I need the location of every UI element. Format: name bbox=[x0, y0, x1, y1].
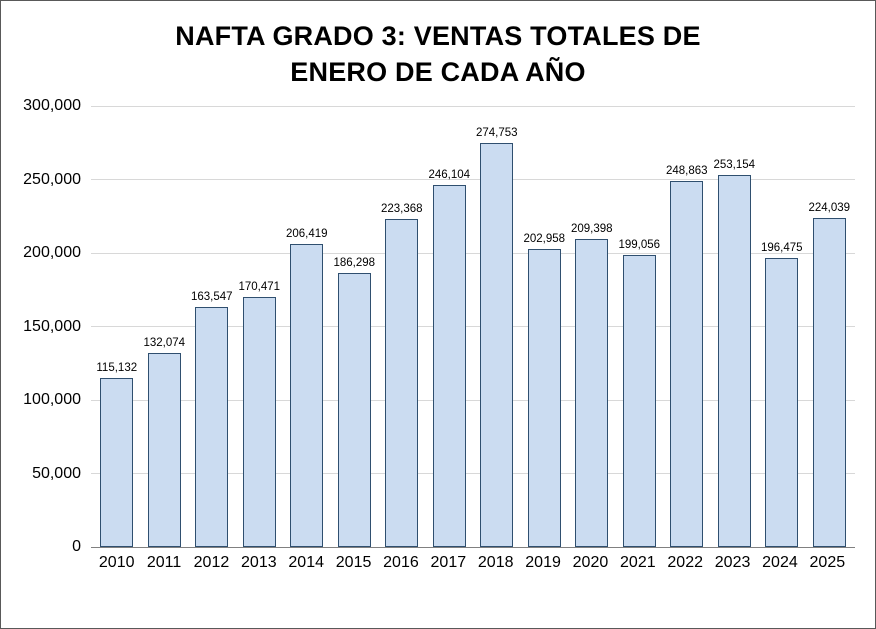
bar-value-label: 224,039 bbox=[808, 201, 851, 214]
bar-slot: 206,419 bbox=[283, 106, 331, 548]
bar bbox=[622, 254, 656, 548]
x-axis-label: 2018 bbox=[477, 554, 514, 572]
bar bbox=[100, 378, 134, 548]
bar-value-label: 253,154 bbox=[713, 159, 756, 172]
bars-row: 115,132 132,074 163,547 170,471 206,419 186,2… bbox=[91, 106, 855, 548]
bar-value-label: 163,547 bbox=[190, 290, 233, 303]
bar bbox=[385, 218, 419, 548]
bar bbox=[147, 353, 181, 548]
bar-slot: 248,863 bbox=[663, 106, 711, 548]
bar-value-label: 202,958 bbox=[523, 232, 566, 245]
bar-slot: 253,154 bbox=[711, 106, 759, 548]
bar-slot: 274,753 bbox=[473, 106, 521, 548]
bar bbox=[670, 181, 704, 548]
gridline bbox=[91, 179, 855, 181]
bar-slot: 199,056 bbox=[616, 106, 664, 548]
x-axis-label: 2023 bbox=[714, 554, 751, 572]
bar-value-label: 274,753 bbox=[475, 127, 518, 140]
gridline bbox=[91, 252, 855, 254]
x-axis-label: 2020 bbox=[572, 554, 609, 572]
bar bbox=[432, 185, 466, 548]
bar bbox=[717, 175, 751, 548]
bar-slot: 246,104 bbox=[426, 106, 474, 548]
y-axis-tick-label: 100,000 bbox=[23, 391, 81, 409]
x-axis-label: 2010 bbox=[98, 554, 135, 572]
bar-slot: 170,471 bbox=[236, 106, 284, 548]
bar-value-label: 206,419 bbox=[285, 227, 328, 240]
chart-title: NAFTA GRADO 3: VENTAS TOTALES DE ENERO D… bbox=[1, 19, 875, 90]
y-axis-tick-label: 250,000 bbox=[23, 170, 81, 188]
bar-value-label: 196,475 bbox=[760, 242, 803, 255]
bar-value-label: 209,398 bbox=[570, 223, 613, 236]
bar bbox=[242, 296, 276, 548]
y-axis-tick-label: 150,000 bbox=[23, 317, 81, 335]
bar-slot: 163,547 bbox=[188, 106, 236, 548]
x-axis-label: 2022 bbox=[667, 554, 703, 572]
gridline bbox=[91, 326, 855, 328]
x-axis-label: 2021 bbox=[620, 554, 656, 572]
chart-body: 0 50,000 100,000 150,000 200,000 250,000 300,0… bbox=[1, 97, 875, 555]
bar-slot: 223,368 bbox=[378, 106, 426, 548]
x-axis-label: 2014 bbox=[288, 554, 324, 572]
bar bbox=[765, 258, 799, 548]
bar bbox=[527, 248, 561, 548]
chart-title-line1: NAFTA GRADO 3: VENTAS TOTALES DE bbox=[175, 21, 701, 51]
bar bbox=[575, 239, 609, 548]
y-axis-tick-label: 200,000 bbox=[23, 244, 81, 262]
bar bbox=[480, 143, 514, 548]
bar-value-label: 170,471 bbox=[238, 280, 281, 293]
chart-title-line2: ENERO DE CADA AÑO bbox=[290, 56, 586, 87]
x-axis-label: 2019 bbox=[525, 554, 561, 572]
gridline bbox=[91, 105, 855, 107]
bar bbox=[290, 243, 324, 548]
bar-slot: 224,039 bbox=[806, 106, 854, 548]
y-axis-tick-label: 300,000 bbox=[23, 97, 81, 115]
bar-slot: 115,132 bbox=[93, 106, 141, 548]
bar-slot: 186,298 bbox=[331, 106, 379, 548]
bar-value-label: 115,132 bbox=[96, 362, 138, 375]
x-axis-label: 2017 bbox=[430, 554, 467, 572]
bar-value-label: 186,298 bbox=[333, 257, 376, 270]
bar-slot: 209,398 bbox=[568, 106, 616, 548]
x-axis-label: 2015 bbox=[335, 554, 372, 572]
y-axis: 0 50,000 100,000 150,000 200,000 250,000 300,0… bbox=[9, 97, 91, 555]
y-axis-tick-label: 0 bbox=[72, 538, 81, 556]
x-axis-label: 2016 bbox=[383, 554, 419, 572]
x-axis: 2010 2011 2012 2013 2014 2015 2016 2017 2018 2019… bbox=[91, 554, 853, 572]
x-axis-label: 2011 bbox=[146, 554, 182, 572]
bar-slot: 202,958 bbox=[521, 106, 569, 548]
bar-value-label: 199,056 bbox=[618, 238, 661, 251]
bar-value-label: 132,074 bbox=[143, 337, 186, 350]
bar-value-label: 248,863 bbox=[665, 165, 708, 178]
gridline bbox=[91, 399, 855, 401]
y-axis-tick-label: 50,000 bbox=[32, 464, 81, 482]
gridline bbox=[91, 473, 855, 475]
x-axis-label: 2012 bbox=[193, 554, 230, 572]
bar bbox=[812, 217, 846, 548]
plot-area: 115,132 132,074 163,547 170,471 206,419 186,2… bbox=[91, 105, 855, 549]
x-axis-label: 2024 bbox=[762, 554, 798, 572]
x-axis-label: 2025 bbox=[809, 554, 846, 572]
bar-value-label: 246,104 bbox=[428, 169, 471, 182]
bar-slot: 132,074 bbox=[141, 106, 189, 548]
bar-slot: 196,475 bbox=[758, 106, 806, 548]
bar bbox=[195, 306, 229, 548]
x-axis-label: 2013 bbox=[241, 554, 277, 572]
bar bbox=[337, 273, 371, 548]
bar-value-label: 223,368 bbox=[380, 202, 423, 215]
